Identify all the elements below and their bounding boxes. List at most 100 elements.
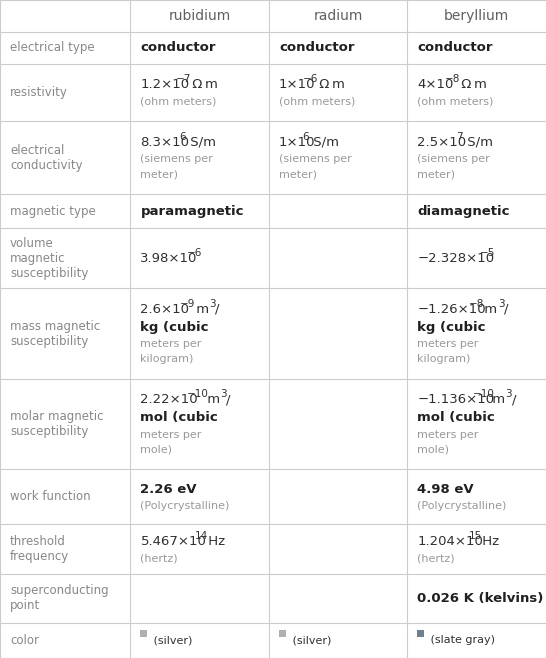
Text: 6: 6 [180, 132, 186, 141]
Text: meter): meter) [418, 169, 455, 179]
Text: 4.98 eV: 4.98 eV [418, 482, 474, 495]
Text: S/m: S/m [186, 136, 216, 149]
Text: radium: radium [313, 9, 363, 23]
Text: (silver): (silver) [289, 636, 331, 645]
Text: conductor: conductor [418, 41, 493, 54]
Text: 5.467×10: 5.467×10 [140, 535, 206, 548]
Text: (siemens per: (siemens per [418, 154, 490, 164]
Text: −10: −10 [473, 390, 495, 399]
Text: (Polycrystalline): (Polycrystalline) [140, 501, 230, 511]
Text: −10: −10 [187, 390, 209, 399]
Text: 15: 15 [468, 531, 482, 541]
Text: (silver): (silver) [151, 636, 193, 645]
Text: /: / [504, 303, 509, 316]
Text: volume
magnetic
susceptibility: volume magnetic susceptibility [10, 237, 88, 280]
Text: 2.5×10: 2.5×10 [418, 136, 467, 149]
Text: m: m [488, 393, 505, 407]
Text: meter): meter) [140, 169, 179, 179]
Text: mol (cubic: mol (cubic [418, 411, 495, 424]
Text: −8: −8 [468, 299, 484, 309]
Text: threshold
frequency: threshold frequency [10, 535, 69, 563]
Text: 2.26 eV: 2.26 eV [140, 482, 197, 495]
Text: −6: −6 [302, 74, 318, 84]
Text: 1×10: 1×10 [279, 78, 316, 91]
Text: molar magnetic
susceptibility: molar magnetic susceptibility [10, 410, 104, 438]
Text: 3.98×10: 3.98×10 [140, 251, 198, 265]
Text: Ω m: Ω m [457, 78, 486, 91]
Text: 1.2×10: 1.2×10 [140, 78, 189, 91]
Text: /: / [215, 303, 219, 316]
Text: 3: 3 [498, 299, 505, 309]
Text: meters per: meters per [418, 339, 479, 349]
Text: resistivity: resistivity [10, 86, 68, 99]
Text: −2.328×10: −2.328×10 [418, 251, 495, 265]
Text: 1×10: 1×10 [279, 136, 316, 149]
Text: work function: work function [10, 490, 91, 503]
Text: 2.6×10: 2.6×10 [140, 303, 189, 316]
Text: color: color [10, 634, 39, 647]
Text: meters per: meters per [140, 339, 202, 349]
Text: 8.3×10: 8.3×10 [140, 136, 189, 149]
Bar [418, 630, 424, 637]
Text: 3: 3 [506, 390, 512, 399]
Text: (ohm meters): (ohm meters) [418, 96, 494, 106]
Text: (slate gray): (slate gray) [428, 636, 495, 645]
Text: (siemens per: (siemens per [279, 154, 352, 164]
Text: kilogram): kilogram) [140, 354, 194, 365]
Text: paramagnetic: paramagnetic [140, 205, 244, 218]
Text: m: m [192, 303, 209, 316]
Text: (siemens per: (siemens per [140, 154, 213, 164]
Text: −6: −6 [187, 247, 203, 258]
Text: meters per: meters per [140, 430, 202, 440]
Text: 7: 7 [456, 132, 463, 141]
Text: −1.26×10: −1.26×10 [418, 303, 486, 316]
Bar [279, 630, 286, 637]
Text: −1.136×10: −1.136×10 [418, 393, 495, 407]
Text: Hz: Hz [204, 535, 225, 548]
Text: meters per: meters per [418, 430, 479, 440]
Text: kilogram): kilogram) [418, 354, 471, 365]
Text: diamagnetic: diamagnetic [418, 205, 510, 218]
Text: mole): mole) [140, 445, 173, 455]
Bar [140, 630, 147, 637]
Text: 3: 3 [209, 299, 216, 309]
Text: m: m [480, 303, 497, 316]
Text: /: / [226, 393, 231, 407]
Text: Hz: Hz [478, 535, 499, 548]
Text: (hertz): (hertz) [140, 553, 178, 563]
Text: S/m: S/m [308, 136, 339, 149]
Text: meter): meter) [279, 169, 317, 179]
Text: 1.204×10: 1.204×10 [418, 535, 483, 548]
Text: /: / [512, 393, 516, 407]
Text: 2.22×10: 2.22×10 [140, 393, 198, 407]
Text: Ω m: Ω m [188, 78, 218, 91]
Text: conductor: conductor [140, 41, 216, 54]
Text: 14: 14 [195, 531, 208, 541]
Text: (ohm meters): (ohm meters) [140, 96, 217, 106]
Text: 6: 6 [302, 132, 310, 141]
Text: 3: 3 [220, 390, 227, 399]
Text: (hertz): (hertz) [418, 553, 455, 563]
Text: kg (cubic: kg (cubic [418, 321, 486, 334]
Text: −8: −8 [444, 74, 460, 84]
Text: electrical
conductivity: electrical conductivity [10, 143, 82, 172]
Text: conductor: conductor [279, 41, 354, 54]
Text: Ω m: Ω m [315, 78, 345, 91]
Text: −9: −9 [180, 299, 195, 309]
Text: mol (cubic: mol (cubic [140, 411, 218, 424]
Text: magnetic type: magnetic type [10, 205, 96, 218]
Text: rubidium: rubidium [169, 9, 231, 23]
Text: superconducting
point: superconducting point [10, 584, 109, 613]
Text: −7: −7 [176, 74, 192, 84]
Text: kg (cubic: kg (cubic [140, 321, 209, 334]
Text: mass magnetic
susceptibility: mass magnetic susceptibility [10, 320, 100, 347]
Text: (Polycrystalline): (Polycrystalline) [418, 501, 507, 511]
Text: 4×10: 4×10 [418, 78, 454, 91]
Text: (ohm meters): (ohm meters) [279, 96, 355, 106]
Text: 0.026 K (kelvins): 0.026 K (kelvins) [418, 592, 544, 605]
Text: beryllium: beryllium [444, 9, 509, 23]
Text: −5: −5 [479, 247, 495, 258]
Text: m: m [203, 393, 219, 407]
Text: mole): mole) [418, 445, 449, 455]
Text: S/m: S/m [462, 136, 492, 149]
